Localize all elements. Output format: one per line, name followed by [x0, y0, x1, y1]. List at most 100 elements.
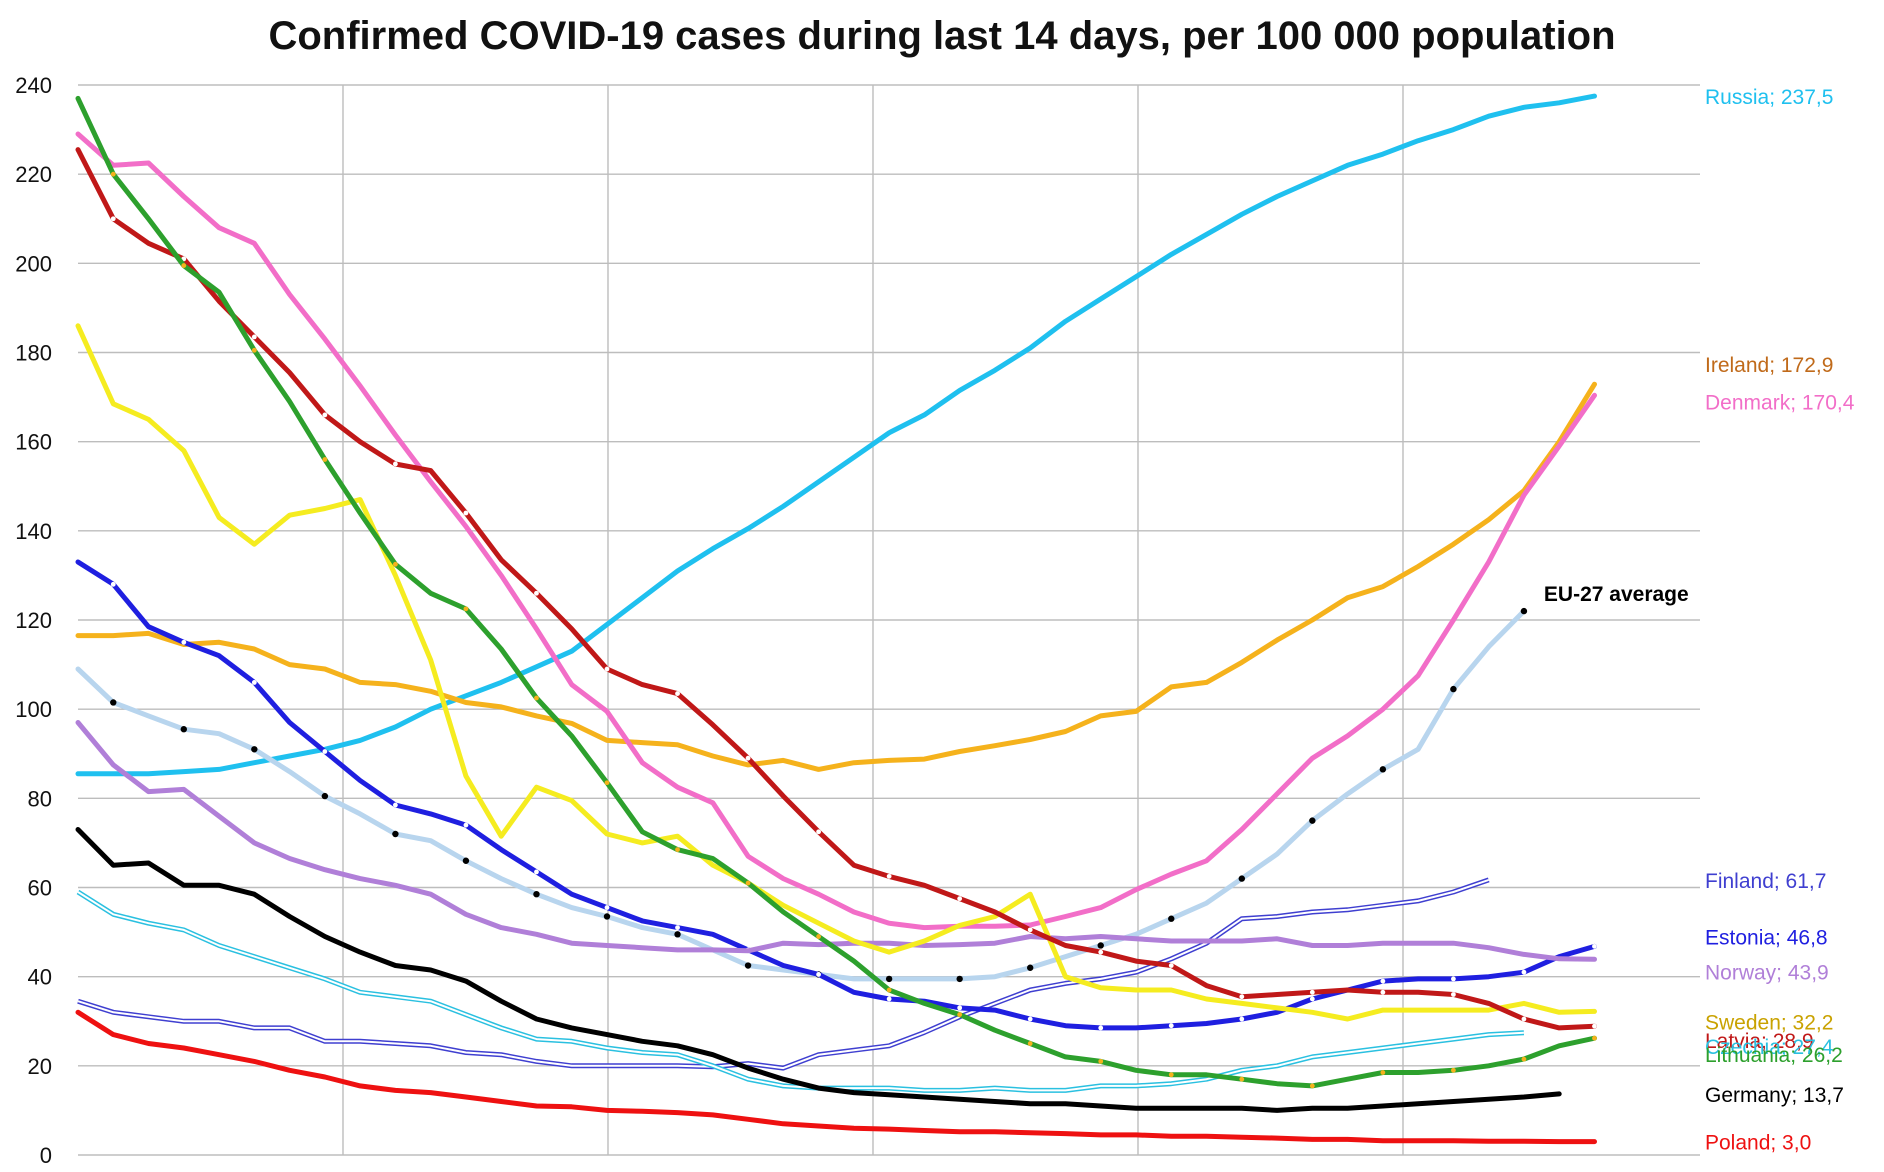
series-end-label: EU-27 average	[1544, 583, 1689, 606]
series-point	[745, 880, 751, 886]
series-line-inner	[77, 878, 1490, 1070]
y-tick-label: 160	[15, 430, 52, 455]
series-point	[1592, 1035, 1597, 1041]
series-line	[75, 559, 1597, 1031]
series-point	[322, 412, 328, 418]
series-point	[251, 347, 257, 353]
series-point	[251, 680, 257, 685]
series-12	[75, 1009, 1597, 1145]
series-point	[321, 792, 329, 800]
series-point	[1380, 989, 1386, 995]
series-end-label: Finland; 61,7	[1705, 870, 1826, 893]
series-line	[75, 93, 1597, 777]
series-point	[956, 975, 963, 983]
series-point	[885, 975, 893, 983]
series-point	[393, 461, 398, 467]
series-point	[1168, 915, 1175, 922]
series-point	[181, 639, 187, 645]
series-point	[816, 972, 821, 977]
series-point	[1098, 1058, 1104, 1064]
series-point	[1168, 1072, 1174, 1078]
series-point	[957, 1012, 963, 1017]
series-6	[75, 720, 1597, 962]
series-point	[675, 847, 680, 853]
chart-title: Confirmed COVID-19 cases during last 14 …	[268, 14, 1616, 58]
series-point	[462, 857, 470, 864]
series-line	[75, 95, 1597, 1089]
y-tick-label: 180	[15, 341, 52, 366]
series-point	[816, 829, 821, 835]
series-point	[1379, 766, 1387, 773]
series-line	[75, 147, 1597, 1031]
series-line	[75, 323, 1597, 1022]
series-point	[745, 755, 751, 761]
series-point	[603, 913, 611, 920]
series-point	[180, 726, 187, 733]
series-point	[1450, 685, 1457, 693]
series-1	[75, 381, 1597, 772]
series-point	[1309, 817, 1316, 824]
series-line	[75, 381, 1597, 772]
y-tick-label: 200	[15, 251, 52, 276]
series-0	[75, 93, 1597, 777]
series-point	[744, 962, 752, 969]
series-point	[534, 590, 539, 596]
series-point	[110, 171, 116, 177]
series-point	[534, 869, 539, 875]
series-end-label: Poland; 3,0	[1705, 1132, 1811, 1155]
series-point	[1521, 1056, 1527, 1062]
series-point	[1027, 1041, 1033, 1046]
series-point	[1309, 996, 1315, 1002]
series-point	[1098, 949, 1104, 955]
series-9	[76, 889, 1525, 1093]
series-point	[1380, 978, 1386, 984]
series-point	[604, 905, 610, 910]
y-tick-label: 40	[28, 965, 52, 990]
series-point	[1309, 1083, 1315, 1089]
series-point	[674, 931, 681, 938]
series-point	[1098, 1025, 1104, 1031]
series-point	[886, 996, 892, 1002]
series-end-label: Russia; 237,5	[1705, 86, 1833, 109]
series-line	[75, 131, 1597, 931]
series-point	[1238, 875, 1246, 882]
series-end-label: Estonia; 46,8	[1705, 926, 1828, 949]
series-point	[1451, 976, 1456, 982]
series-point	[1521, 969, 1527, 975]
series-point	[957, 896, 963, 902]
series-point	[1239, 994, 1245, 1000]
series-point	[1027, 927, 1033, 933]
series-point	[463, 606, 469, 612]
y-axis-tick-labels: 0 20 40 60 80 100 120 140 160 180 200 220 240	[15, 73, 52, 1168]
y-tick-label: 120	[15, 608, 52, 633]
series-point	[957, 1005, 963, 1011]
series-end-labels: Russia; 237,5 Ireland; 172,9 Denmark; 170,…	[1544, 86, 1855, 1154]
series-line	[75, 1009, 1597, 1145]
series-4	[77, 877, 1490, 1071]
series-point	[110, 581, 116, 587]
series-8	[75, 147, 1597, 1031]
series-point	[110, 216, 116, 222]
series-point	[1592, 943, 1597, 949]
series-point	[533, 890, 540, 898]
series-point	[1451, 1067, 1456, 1073]
series-lines	[75, 93, 1597, 1145]
series-point	[1451, 992, 1456, 997]
y-tick-label: 80	[28, 786, 52, 811]
series-2	[75, 131, 1597, 931]
series-point	[1097, 942, 1104, 949]
series-point	[1520, 607, 1528, 615]
series-line	[75, 720, 1597, 962]
series-point	[1027, 1016, 1033, 1022]
series-point	[534, 695, 539, 701]
series-point	[251, 334, 257, 340]
series-point	[675, 925, 680, 931]
series-point	[463, 510, 469, 516]
series-point	[392, 830, 399, 838]
series-5	[75, 559, 1597, 1031]
series-point	[110, 699, 117, 706]
series-10	[75, 95, 1597, 1089]
series-end-label: Germany; 13,7	[1705, 1084, 1844, 1107]
